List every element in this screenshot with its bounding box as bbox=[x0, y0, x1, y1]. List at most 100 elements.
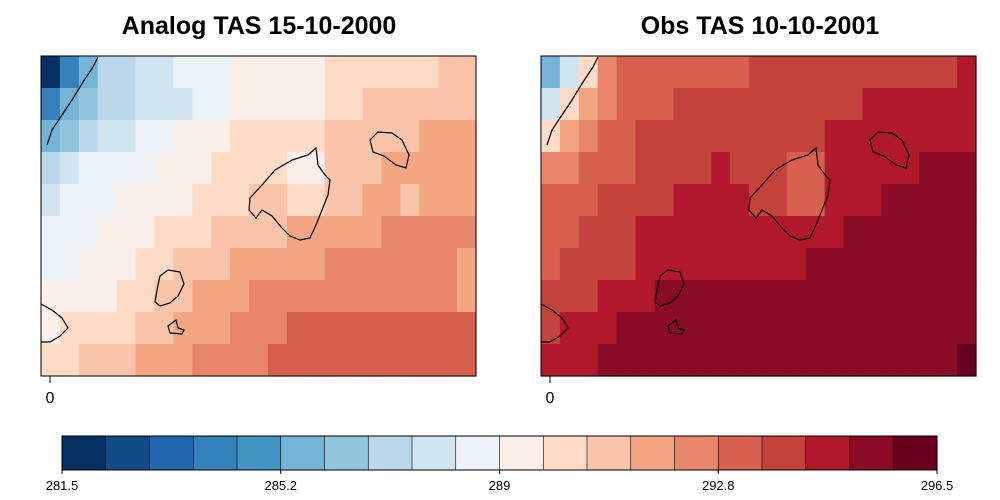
right-grid-cell bbox=[767, 216, 788, 249]
right-grid-cell bbox=[862, 248, 883, 281]
right-grid-cell bbox=[597, 56, 618, 89]
right-grid-cell bbox=[919, 120, 939, 153]
right-grid-cell bbox=[578, 280, 599, 313]
right-grid-cell bbox=[749, 216, 769, 249]
right-grid-cell bbox=[730, 248, 750, 281]
right-grid-cell bbox=[786, 184, 807, 217]
left-grid-cell bbox=[343, 248, 364, 281]
left-grid-cell bbox=[362, 56, 383, 89]
left-grid-cell bbox=[135, 56, 156, 89]
right-grid-cell bbox=[938, 120, 958, 153]
left-grid-cell bbox=[438, 88, 458, 121]
left-grid-cell bbox=[343, 280, 364, 313]
left-grid-cell bbox=[249, 120, 269, 153]
left-grid-cell bbox=[97, 216, 118, 249]
colorbar-swatch bbox=[62, 436, 107, 470]
right-grid-cell bbox=[862, 216, 883, 249]
left-grid-cell bbox=[249, 312, 269, 345]
right-grid-cell bbox=[919, 280, 939, 313]
right-map-grid bbox=[541, 56, 977, 377]
left-grid-cell bbox=[305, 120, 326, 153]
island-ibiza bbox=[154, 269, 185, 307]
right-grid-cell bbox=[559, 312, 580, 345]
left-grid-cell bbox=[286, 216, 307, 249]
right-grid-cell bbox=[673, 280, 693, 313]
left-grid-cell bbox=[135, 120, 156, 153]
left-grid-cell bbox=[97, 312, 118, 345]
right-grid-cell bbox=[730, 312, 750, 345]
left-grid-cell bbox=[362, 184, 383, 217]
left-grid-cell bbox=[457, 88, 477, 121]
left-grid-cell bbox=[97, 184, 118, 217]
right-grid-cell bbox=[692, 280, 712, 313]
left-grid-cell bbox=[362, 216, 383, 249]
left-grid-cell bbox=[381, 216, 401, 249]
right-grid-cell bbox=[616, 152, 637, 185]
right-grid-cell bbox=[749, 248, 769, 281]
left-grid-cell bbox=[135, 344, 156, 377]
right-grid-cell bbox=[957, 152, 977, 185]
left-grid-cell bbox=[59, 248, 80, 281]
left-grid-cell bbox=[59, 280, 80, 313]
colorbar-swatch bbox=[543, 436, 588, 470]
left-grid-cell bbox=[230, 152, 250, 185]
right-grid-cell bbox=[692, 88, 712, 121]
left-grid-cell bbox=[192, 56, 212, 89]
right-grid-cell bbox=[711, 120, 731, 153]
right-grid-cell bbox=[900, 152, 920, 185]
left-grid-cell bbox=[135, 248, 156, 281]
right-grid-cell bbox=[862, 312, 883, 345]
left-grid-cell bbox=[192, 312, 212, 345]
left-grid-cell bbox=[211, 56, 231, 89]
right-grid-cell bbox=[597, 152, 618, 185]
left-grid-cell bbox=[400, 344, 420, 377]
left-grid-cell bbox=[135, 312, 156, 345]
right-grid-cell bbox=[654, 312, 674, 345]
right-grid-cell bbox=[824, 88, 845, 121]
left-grid-cell bbox=[343, 184, 364, 217]
left-grid-cell bbox=[419, 152, 439, 185]
right-grid-cell bbox=[692, 312, 712, 345]
left-grid-cell bbox=[419, 248, 439, 281]
left-grid-cell bbox=[59, 312, 80, 345]
right-grid-cell bbox=[957, 248, 977, 281]
right-grid-cell bbox=[673, 184, 693, 217]
right-grid-cell bbox=[900, 184, 920, 217]
island-ibiza bbox=[654, 269, 685, 307]
left-grid-cell bbox=[154, 248, 174, 281]
left-map-frame bbox=[40, 55, 477, 377]
right-grid-cell bbox=[843, 216, 864, 249]
left-grid-cell bbox=[343, 312, 364, 345]
right-grid-cell bbox=[881, 88, 901, 121]
right-grid-cell bbox=[635, 216, 656, 249]
right-grid-cell bbox=[900, 280, 920, 313]
left-grid-cell bbox=[230, 312, 250, 345]
left-grid-cell bbox=[343, 56, 364, 89]
right-grid-cell bbox=[824, 248, 845, 281]
right-grid-cell bbox=[900, 88, 920, 121]
left-grid-cell bbox=[230, 216, 250, 249]
left-grid-cell bbox=[78, 120, 99, 153]
left-grid-cell bbox=[419, 312, 439, 345]
colorbar-swatch bbox=[587, 436, 632, 470]
right-grid-cell bbox=[938, 344, 958, 377]
right-grid-cell bbox=[616, 280, 637, 313]
left-grid-cell bbox=[381, 184, 401, 217]
left-grid-cell bbox=[324, 216, 345, 249]
left-grid-cell bbox=[362, 248, 383, 281]
left-grid-cell bbox=[400, 120, 420, 153]
right-grid-cell bbox=[824, 312, 845, 345]
colorbar-swatch bbox=[412, 436, 457, 470]
right-grid-cell bbox=[767, 120, 788, 153]
left-grid-cell bbox=[438, 248, 458, 281]
colorbar-ticks: 281.5 285.2 289 292.8 296.5 bbox=[46, 470, 953, 493]
right-grid-cell bbox=[578, 216, 599, 249]
left-grid-cell bbox=[41, 88, 61, 121]
left-grid-cell bbox=[173, 248, 193, 281]
left-grid-cell bbox=[324, 280, 345, 313]
left-grid-cell bbox=[154, 88, 174, 121]
right-grid-cell bbox=[824, 152, 845, 185]
left-grid-cell bbox=[419, 56, 439, 89]
right-grid-cell bbox=[900, 120, 920, 153]
right-grid-cell bbox=[559, 120, 580, 153]
